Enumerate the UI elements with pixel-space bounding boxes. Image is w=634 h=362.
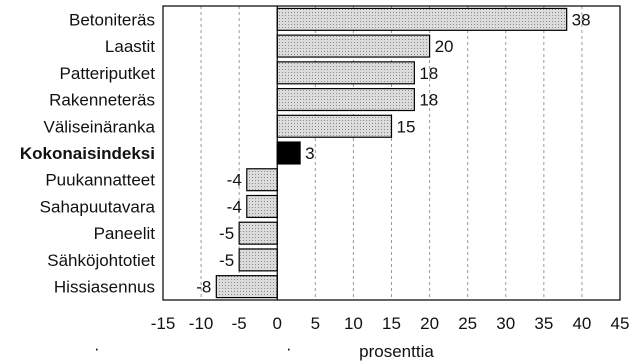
x-tick-label: 25 xyxy=(458,314,477,333)
data-label: -4 xyxy=(227,171,242,190)
x-tick-label: 5 xyxy=(311,314,320,333)
category-label: Väliseinäranka xyxy=(43,117,155,136)
category-label: Sahapuutavara xyxy=(40,197,156,216)
x-tick-label: 15 xyxy=(382,314,401,333)
x-tick-labels: -15 -10 -5 0 5 10 15 20 25 30 35 40 45 xyxy=(151,314,630,333)
bar xyxy=(276,61,415,85)
x-tick-label: 35 xyxy=(534,314,553,333)
bar xyxy=(215,275,278,299)
x-tick-label: 30 xyxy=(496,314,515,333)
data-label: -4 xyxy=(227,197,242,216)
category-label: Hissiasennus xyxy=(54,278,155,297)
x-tick-label: 0 xyxy=(273,314,282,333)
bar xyxy=(238,221,278,245)
data-label: 3 xyxy=(305,144,314,163)
bar xyxy=(276,7,568,31)
category-label: Kokonaisindeksi xyxy=(20,144,155,163)
category-label: Paneelit xyxy=(94,224,156,243)
data-label: 18 xyxy=(419,91,438,110)
category-label: Laastit xyxy=(105,37,155,56)
category-label: Rakenneteräs xyxy=(49,91,155,110)
category-label: Patteriputket xyxy=(60,64,156,83)
category-label: Puukannatteet xyxy=(45,171,155,190)
data-label: 38 xyxy=(572,10,591,29)
data-label: -5 xyxy=(219,224,234,243)
plot-frame xyxy=(162,5,621,301)
category-labels: Betoniteräs Laastit Patteriputket Rakennete… xyxy=(20,10,156,296)
bars xyxy=(215,7,568,299)
data-label: 18 xyxy=(419,64,438,83)
bar xyxy=(246,168,278,192)
x-tick-label: 45 xyxy=(611,314,630,333)
bar xyxy=(276,114,393,138)
data-label: -5 xyxy=(219,251,234,270)
x-tick-label: 40 xyxy=(572,314,591,333)
speck-dot: · xyxy=(94,339,100,358)
x-tick-label: -10 xyxy=(189,314,214,333)
x-tick-label: -5 xyxy=(232,314,247,333)
data-label: -8 xyxy=(196,278,211,297)
x-axis-title: prosenttia xyxy=(359,342,434,361)
data-label: 20 xyxy=(435,37,454,56)
speck-dot: · xyxy=(286,339,292,358)
bar xyxy=(276,141,301,165)
category-label: Betoniteräs xyxy=(69,10,155,29)
bar xyxy=(246,194,278,219)
data-label: 15 xyxy=(397,117,416,136)
bar xyxy=(276,34,431,58)
x-tick-label: 10 xyxy=(344,314,363,333)
category-label: Sähköjohtotiet xyxy=(47,251,155,270)
bar xyxy=(238,248,278,272)
x-tick-label: 20 xyxy=(420,314,439,333)
x-tick-label: -15 xyxy=(151,314,176,333)
bar xyxy=(276,87,415,112)
